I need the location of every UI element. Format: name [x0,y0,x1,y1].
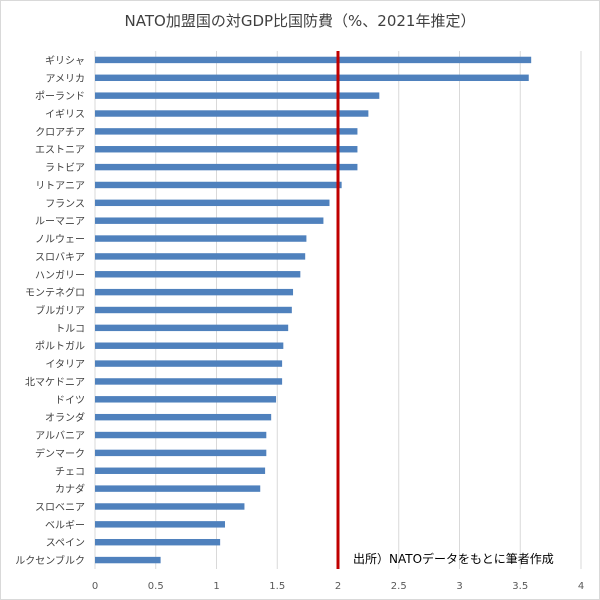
bar [95,56,532,64]
bar [95,342,284,349]
chart-title: NATO加盟国の対GDP比国防費（%、2021年推定） [125,12,476,30]
category-label: スペイン [46,538,85,549]
category-label: アルバニア [35,430,85,442]
bar [95,485,261,492]
x-tick-label: 1 [213,581,219,592]
bar [95,163,358,171]
x-tick-label: 1.5 [269,581,285,592]
category-label: フランス [45,198,85,210]
category-label: ラトビア [45,162,85,174]
bar [95,306,292,314]
bar [95,538,221,546]
bar [95,378,283,385]
bar [95,467,266,474]
x-tick-label: 4 [578,581,584,592]
category-label: ハンガリー [35,269,85,281]
category-label: クロアチア [35,126,85,138]
bar [95,360,283,367]
bar [95,253,306,260]
category-label: ノルウェー [35,234,85,246]
category-label: ルーマニア [35,217,85,228]
bar [95,181,342,189]
category-labels: ギリシャアメリカポーランドイギリスクロアチアエストニアラトビアリトアニアフランス… [15,55,85,567]
bar [95,235,307,242]
bar [95,74,529,82]
x-tick-label: 2.5 [391,581,407,592]
x-tick-label: 3 [456,581,462,592]
x-tick-labels: 0 0.5 1 1.5 2 2.5 3 3.5 4 [92,581,584,592]
category-label: アメリカ [46,73,86,85]
bar [95,217,324,224]
x-tick-label: 2 [335,581,341,592]
category-label: カナダ [55,483,85,496]
category-label: スロベニア [35,501,85,513]
x-tick-label: 0 [92,581,98,592]
category-label: イギリス [45,109,85,121]
source-note: 出所）NATOデータをもとに筆者作成 [353,551,554,566]
bar [95,521,226,528]
category-label: イタリア [45,359,85,371]
category-label: チェコ [55,466,85,478]
bars [95,56,532,564]
category-label: ベルギー [45,519,85,531]
category-label: ポーランド [35,91,85,103]
category-label: エストニア [35,145,85,156]
category-label: リトアニア [35,181,85,192]
category-label: ドイツ [55,395,85,406]
category-label: デンマーク [35,447,85,460]
category-label: ルクセンブルク [15,554,85,567]
bar [95,199,330,207]
bar [95,431,267,439]
category-label: 北マケドニア [25,376,85,388]
category-label: モンテネグロ [25,286,85,299]
bar [95,271,301,278]
bar [95,396,277,403]
bar [95,556,161,564]
bar [95,413,272,421]
category-label: ギリシャ [45,55,85,67]
category-label: オランダ [45,411,85,424]
category-label: ブルガリア [35,304,85,317]
bar [95,128,358,135]
x-tick-label: 0.5 [148,581,164,592]
bar [95,324,289,332]
category-label: トルコ [55,324,85,335]
bar [95,110,369,117]
bar [95,146,358,153]
bar [95,449,267,457]
category-label: ポルトガル [35,341,85,353]
bar [95,92,380,99]
category-label: スロバキア [35,251,85,263]
x-tick-label: 3.5 [512,581,528,592]
bar [95,288,294,296]
bar [95,503,245,510]
